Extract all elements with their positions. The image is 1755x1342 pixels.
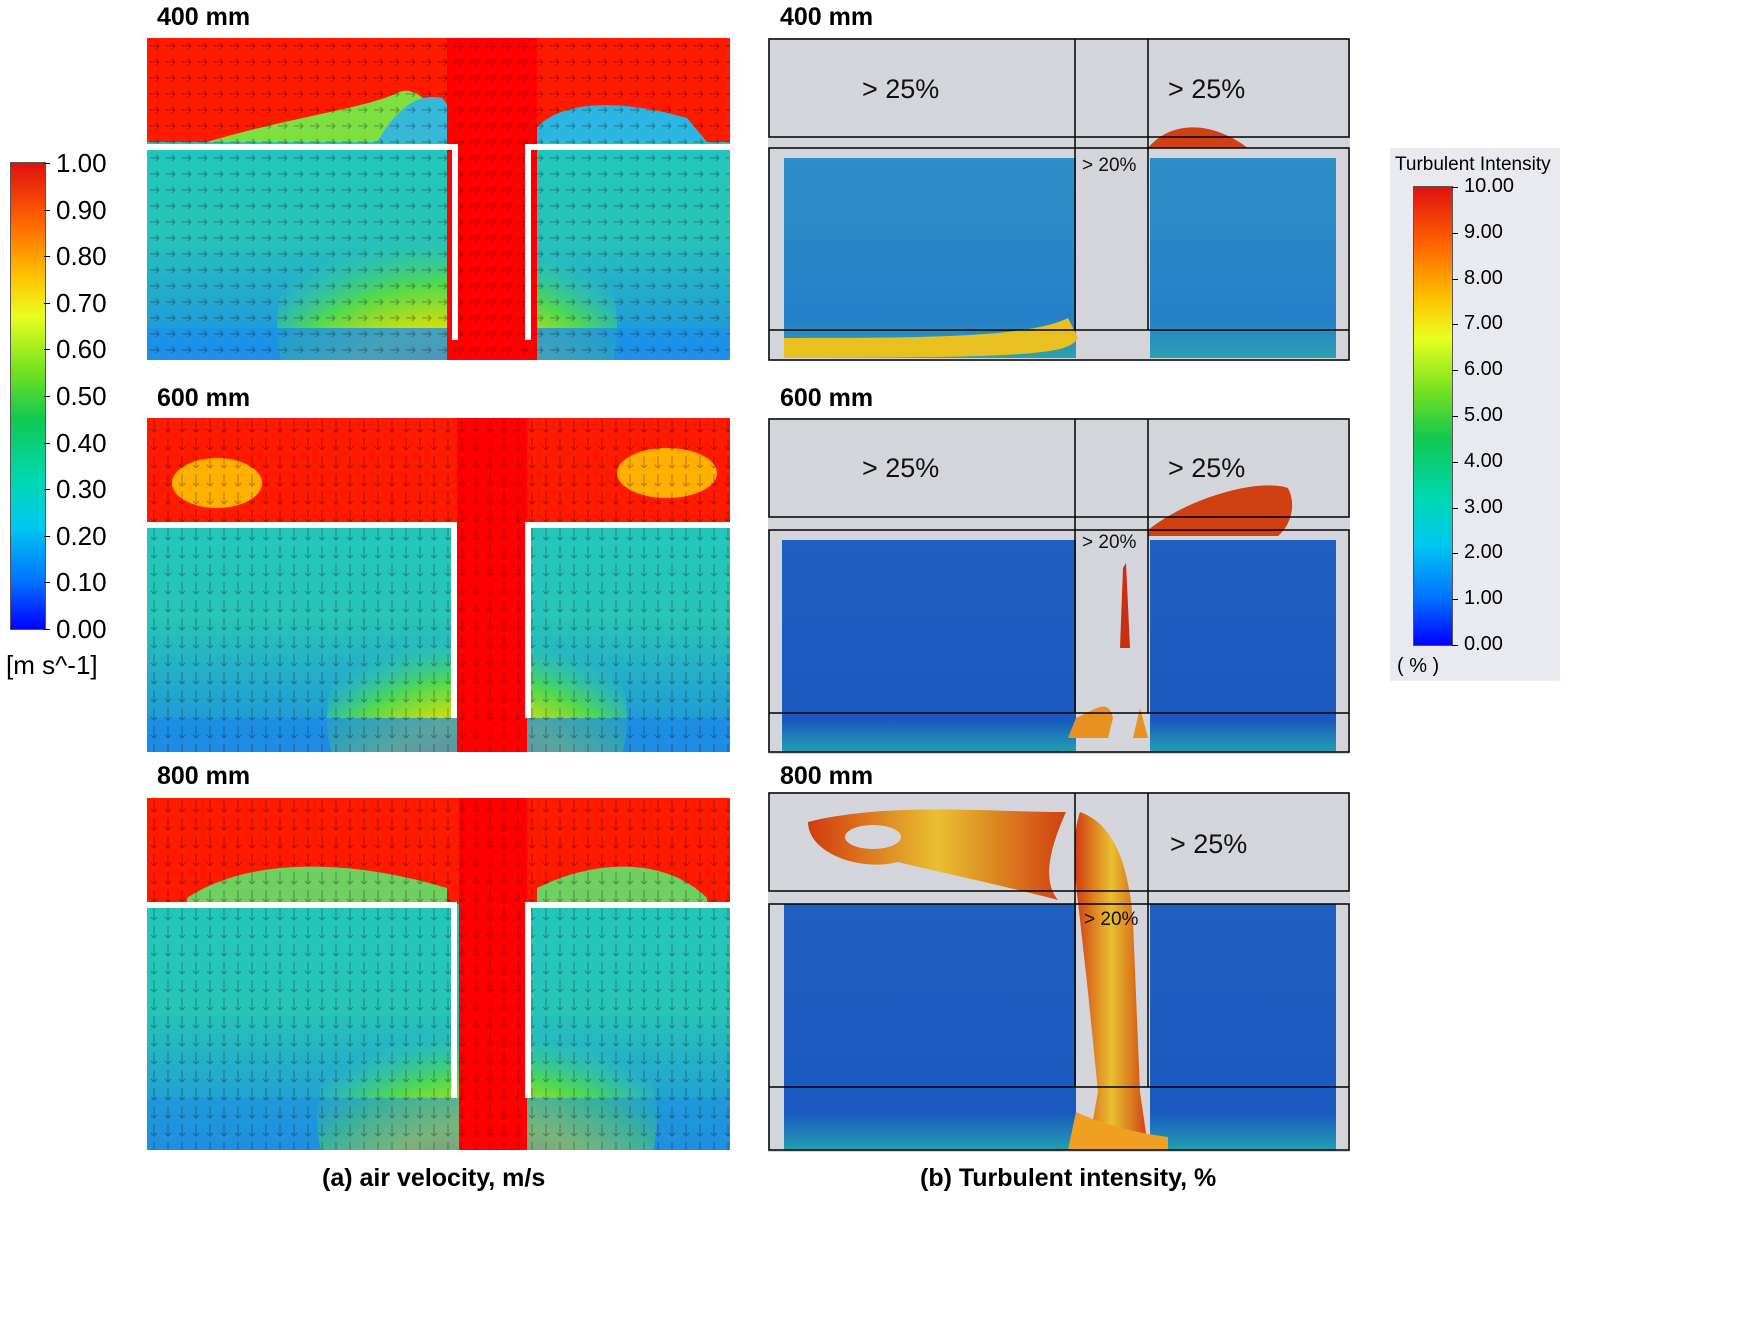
ti-tick-label: 3.00 — [1464, 495, 1503, 518]
ti-tick-mark — [1452, 599, 1458, 601]
ti-tick-label: 10.00 — [1464, 175, 1515, 197]
row-label-b-400: 400 mm — [780, 3, 874, 31]
velocity-tick-mark — [44, 256, 50, 258]
ti-tick-mark — [1452, 553, 1458, 555]
ti-plot-800 — [768, 792, 1350, 1152]
velocity-colorbar — [10, 162, 46, 630]
row-label-a-800: 800 mm — [157, 762, 251, 790]
velocity-tick-mark — [44, 629, 50, 630]
ti-tick-mark — [1452, 187, 1458, 188]
ti-600-upper-right-label: > 25% — [1168, 453, 1246, 483]
velocity-tick-label: 0.70 — [56, 287, 107, 318]
caption-b: (b) Turbulent intensity, % — [920, 1164, 1217, 1192]
ti-800-middle-label: > 20% — [1084, 909, 1139, 930]
velocity-tick-mark — [44, 349, 50, 351]
velocity-tick-label: 0.80 — [56, 241, 107, 272]
row-label-b-600: 600 mm — [780, 384, 874, 412]
velocity-plot-400 — [147, 38, 730, 360]
velocity-tick-label: 1.00 — [56, 148, 107, 178]
ti-plot-600 — [768, 418, 1350, 754]
ti-tick-label: 5.00 — [1464, 404, 1503, 426]
row-label-b-800: 800 mm — [780, 762, 874, 790]
velocity-tick-mark — [44, 396, 50, 397]
velocity-unit: [m s^-1] — [6, 650, 98, 680]
ti-tick-mark — [1452, 278, 1458, 280]
velocity-tick-label: 0.00 — [56, 614, 107, 644]
ti-tick-mark — [1452, 645, 1458, 646]
velocity-tick-label: 0.50 — [56, 381, 107, 411]
velocity-tick-label: 0.30 — [56, 474, 107, 505]
ti-400-upper-left-label: > 25% — [862, 74, 940, 104]
row-label-a-400: 400 mm — [157, 3, 251, 31]
ti-tick-mark — [1452, 507, 1458, 509]
ti-unit: ( % ) — [1397, 655, 1440, 677]
velocity-plot-800 — [147, 798, 730, 1150]
ti-tick-mark — [1452, 324, 1458, 326]
ti-400-middle-label: > 20% — [1082, 155, 1137, 176]
velocity-plot-600 — [147, 418, 730, 752]
velocity-tick-mark — [44, 163, 50, 164]
velocity-tick-mark — [44, 535, 50, 537]
ti-tick-label: 7.00 — [1464, 312, 1503, 335]
ti-tick-mark — [1452, 232, 1458, 234]
velocity-tick-mark — [44, 209, 50, 211]
velocity-tick-mark — [44, 302, 50, 304]
caption-a: (a) air velocity, m/s — [322, 1164, 546, 1192]
ti-tick-mark — [1452, 416, 1458, 417]
ti-600-middle-label: > 20% — [1082, 532, 1137, 553]
ti-tick-mark — [1452, 370, 1458, 372]
ti-600-upper-left-label: > 25% — [862, 453, 940, 483]
velocity-tick-label: 0.60 — [56, 334, 107, 365]
ti-plot-400 — [768, 38, 1350, 361]
velocity-tick-label: 0.40 — [56, 427, 107, 458]
ti-tick-label: 2.00 — [1464, 541, 1503, 564]
velocity-tick-mark — [44, 489, 50, 491]
row-label-a-600: 600 mm — [157, 384, 251, 412]
ti-400-upper-right-label: > 25% — [1168, 74, 1246, 104]
velocity-tick-label: 0.10 — [56, 567, 107, 598]
ti-tick-label: 9.00 — [1464, 220, 1503, 243]
velocity-tick-label: 0.90 — [56, 194, 107, 225]
velocity-tick-mark — [44, 582, 50, 584]
ti-colorbar — [1413, 186, 1453, 646]
ti-tick-label: 8.00 — [1464, 266, 1503, 289]
ti-tick-label: 0.00 — [1464, 633, 1503, 655]
ti-tick-mark — [1452, 461, 1458, 463]
ti-tick-label: 1.00 — [1464, 587, 1503, 610]
velocity-tick-label: 0.20 — [56, 520, 107, 551]
ti-tick-label: 6.00 — [1464, 358, 1503, 381]
ti-colorbar-title: Turbulent Intensity — [1395, 154, 1551, 175]
ti-800-upper-right-label: > 25% — [1170, 829, 1248, 859]
ti-tick-label: 4.00 — [1464, 449, 1503, 472]
velocity-tick-mark — [44, 442, 50, 444]
